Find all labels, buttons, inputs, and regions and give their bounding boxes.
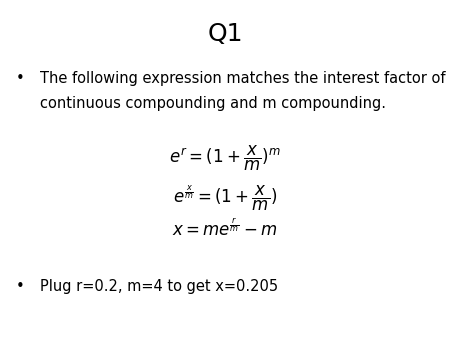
Text: $e^{\frac{x}{m}} =(1+\dfrac{x}{m})$: $e^{\frac{x}{m}} =(1+\dfrac{x}{m})$: [173, 184, 277, 213]
Text: •: •: [16, 279, 25, 294]
Text: continuous compounding and m compounding.: continuous compounding and m compounding…: [40, 96, 387, 111]
Text: Plug r=0.2, m=4 to get x=0.205: Plug r=0.2, m=4 to get x=0.205: [40, 279, 279, 294]
Text: Q1: Q1: [207, 22, 243, 46]
Text: •: •: [16, 71, 25, 86]
Text: $x =me^{\frac{r}{m}} - m$: $x =me^{\frac{r}{m}} - m$: [172, 218, 278, 240]
Text: $e^{r} =(1+\dfrac{x}{m})^{m}$: $e^{r} =(1+\dfrac{x}{m})^{m}$: [169, 144, 281, 173]
Text: The following expression matches the interest factor of: The following expression matches the int…: [40, 71, 446, 86]
